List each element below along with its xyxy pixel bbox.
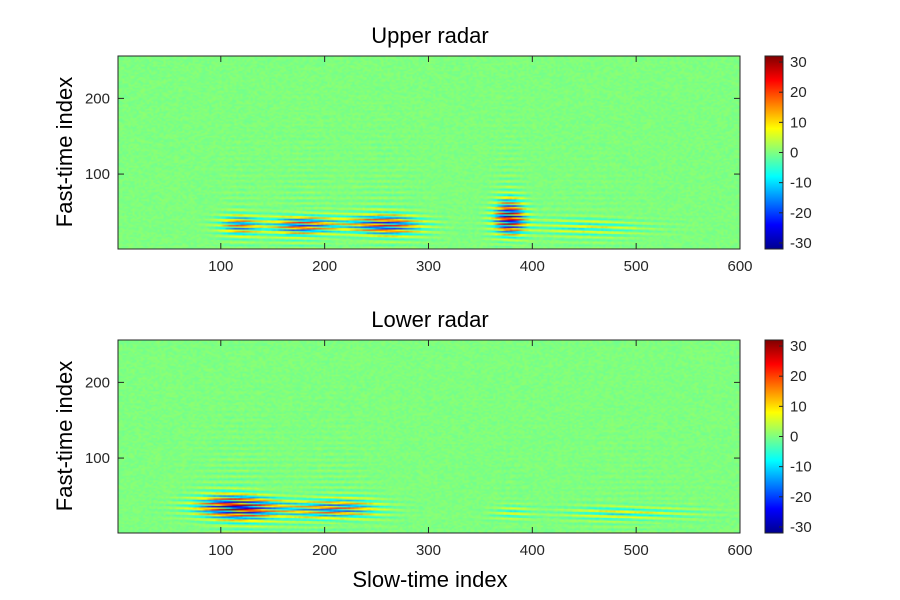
upper-ylabel: Fast-time index (52, 77, 77, 227)
colorbar-tick-label: -10 (790, 459, 812, 476)
colorbar-tick-label: 20 (790, 84, 807, 101)
upper-panel: Upper radar Fast-time index 100 200 300 400… (52, 23, 812, 275)
colorbar-tick-label: -30 (790, 235, 812, 252)
colorbar-tick-label: -20 (790, 205, 812, 222)
x-tick-label: 600 (727, 258, 752, 275)
y-tick-label: 100 (85, 450, 110, 467)
upper-colorbar-ticks: -30 -20 -10 0 10 20 30 (779, 54, 812, 252)
lower-heatmap (118, 340, 740, 533)
colorbar-tick-label: 10 (790, 398, 807, 415)
x-tick-label: 100 (208, 258, 233, 275)
y-tick-label: 100 (85, 166, 110, 183)
colorbar-tick-label: 30 (790, 54, 807, 71)
upper-title: Upper radar (371, 23, 488, 48)
x-tick-label: 600 (727, 542, 752, 559)
upper-ticks: 100 200 300 400 500 600 100 200 (85, 56, 753, 275)
colorbar-tick-label: 20 (790, 368, 807, 385)
x-tick-label: 400 (520, 542, 545, 559)
upper-colorbar: -30 -20 -10 0 10 20 30 (764, 54, 812, 252)
x-tick-label: 400 (520, 258, 545, 275)
x-tick-label: 300 (416, 542, 441, 559)
y-tick-label: 200 (85, 374, 110, 391)
upper-axes-box (117, 55, 741, 250)
colorbar-tick-label: 10 (790, 114, 807, 131)
colorbar-tick-label: -20 (790, 489, 812, 506)
lower-axes-box (117, 339, 741, 534)
x-tick-label: 200 (312, 258, 337, 275)
x-tick-label: 200 (312, 542, 337, 559)
colorbar-tick-label: -10 (790, 175, 812, 192)
lower-ylabel: Fast-time index (52, 361, 77, 511)
heatmap-image (118, 56, 740, 249)
x-tick-label: 100 (208, 542, 233, 559)
heatmap-image (118, 340, 740, 533)
x-tick-label: 500 (624, 258, 649, 275)
x-tick-label: 300 (416, 258, 441, 275)
lower-xlabel: Slow-time index (352, 567, 507, 592)
lower-panel: Lower radar Fast-time index 100 200 300 400… (52, 307, 812, 592)
colorbar-tick-label: -30 (790, 519, 812, 536)
colorbar-tick-label: 0 (790, 145, 798, 162)
lower-colorbar: -30 -20 -10 0 10 20 30 (764, 338, 812, 536)
y-tick-label: 200 (85, 90, 110, 107)
lower-colorbar-ticks: -30 -20 -10 0 10 20 30 (779, 338, 812, 536)
upper-heatmap (118, 56, 740, 249)
lower-ticks: 100 200 300 400 500 600 100 200 (85, 340, 753, 559)
x-tick-label: 500 (624, 542, 649, 559)
colorbar-tick-label: 0 (790, 429, 798, 446)
lower-title: Lower radar (371, 307, 488, 332)
colorbar-tick-label: 30 (790, 338, 807, 355)
